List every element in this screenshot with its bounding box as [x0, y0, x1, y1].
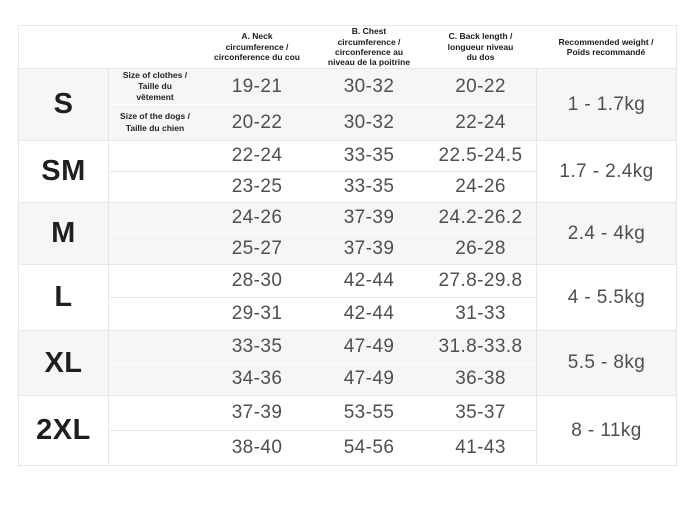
- dogs-subrow: 29-31 42-44 31-33: [109, 298, 536, 330]
- weight-range-value: 2.4 - 4kg: [536, 203, 676, 264]
- neck-range-value: 34-36: [231, 368, 283, 390]
- table-row-xl: XL 33-35 47-49 31.8-33.8 34-36 47-49 36-…: [19, 330, 676, 395]
- column-header-back-length: C. Back length / longueur niveau du dos: [447, 31, 514, 63]
- size-label: SM: [19, 141, 109, 202]
- back-length-value: 26-28: [455, 238, 506, 259]
- chest-range-value: 47-49: [343, 335, 395, 357]
- back-length-value: 22-24: [455, 111, 506, 133]
- dogs-subrow: 23-25 33-35 24-26: [109, 172, 536, 202]
- weight-range-value: 1 - 1.7kg: [536, 69, 676, 140]
- neck-range-value: 22-24: [231, 145, 283, 166]
- chest-range-value: 37-39: [343, 238, 395, 259]
- size-label: L: [19, 265, 109, 330]
- chest-range-value: 37-39: [343, 207, 395, 228]
- measurements-group: 33-35 47-49 31.8-33.8 34-36 47-49 36-38: [109, 331, 536, 395]
- size-label: XL: [19, 331, 109, 395]
- neck-range-value: 25-27: [231, 238, 283, 259]
- table-row-2xl: 2XL 37-39 53-55 35-37 38-40 54-56 41-43 …: [19, 395, 676, 465]
- back-length-value: 41-43: [455, 437, 506, 458]
- dogs-subrow: Size of the dogs / Taille du chien 20-22…: [109, 105, 536, 140]
- chest-range-value: 30-32: [343, 75, 395, 97]
- weight-range-value: 5.5 - 8kg: [536, 331, 676, 395]
- back-length-value: 24-26: [455, 176, 506, 197]
- neck-range-value: 38-40: [231, 437, 283, 458]
- measurements-group: 22-24 33-35 22.5-24.5 23-25 33-35 24-26: [109, 141, 536, 202]
- table-row-l: L 28-30 42-44 27.8-29.8 29-31 42-44 31-3…: [19, 264, 676, 330]
- sublabel-size-of-clothes: Size of clothes / Taille du vêtement: [122, 69, 188, 103]
- clothes-subrow: Size of clothes / Taille du vêtement 19-…: [109, 69, 536, 105]
- column-header-chest: B. Chest circumference / circonference a…: [327, 26, 411, 68]
- measurements-group: 24-26 37-39 24.2-26.2 25-27 37-39 26-28: [109, 203, 536, 264]
- neck-range-value: 24-26: [231, 207, 283, 228]
- size-label: M: [19, 203, 109, 264]
- chest-range-value: 42-44: [343, 303, 395, 324]
- chest-range-value: 42-44: [343, 270, 395, 291]
- neck-range-value: 28-30: [231, 270, 283, 291]
- clothes-subrow: 24-26 37-39 24.2-26.2: [109, 203, 536, 234]
- weight-range-value: 1.7 - 2.4kg: [536, 141, 676, 202]
- sublabel-size-of-dogs: Size of the dogs / Taille du chien: [120, 111, 190, 133]
- measurements-group: 37-39 53-55 35-37 38-40 54-56 41-43: [109, 396, 536, 465]
- dogs-subrow: 34-36 47-49 36-38: [109, 364, 536, 396]
- column-header-weight: Recommended weight / Poids recommandé: [558, 36, 654, 57]
- size-label: S: [19, 69, 109, 140]
- back-length-value: 31.8-33.8: [438, 335, 523, 357]
- back-length-value: 20-22: [455, 75, 506, 97]
- back-length-value: 22.5-24.5: [438, 145, 523, 166]
- back-length-value: 27.8-29.8: [438, 270, 523, 291]
- back-length-value: 31-33: [455, 303, 506, 324]
- clothes-subrow: 22-24 33-35 22.5-24.5: [109, 141, 536, 172]
- clothes-subrow: 28-30 42-44 27.8-29.8: [109, 265, 536, 298]
- dogs-subrow: 38-40 54-56 41-43: [109, 431, 536, 465]
- chest-range-value: 30-32: [343, 111, 395, 133]
- neck-range-value: 29-31: [231, 303, 283, 324]
- weight-range-value: 4 - 5.5kg: [536, 265, 676, 330]
- chest-range-value: 47-49: [343, 368, 395, 390]
- table-row-sm: SM 22-24 33-35 22.5-24.5 23-25 33-35 24-…: [19, 140, 676, 202]
- measurements-group: 28-30 42-44 27.8-29.8 29-31 42-44 31-33: [109, 265, 536, 330]
- chest-range-value: 54-56: [343, 437, 395, 458]
- table-header-row: A. Neck circumference / circonference du…: [19, 26, 676, 68]
- dog-size-chart-table: A. Neck circumference / circonference du…: [18, 25, 677, 466]
- back-length-value: 35-37: [455, 402, 506, 423]
- measurements-group: Size of clothes / Taille du vêtement 19-…: [109, 69, 536, 140]
- weight-range-value: 8 - 11kg: [536, 396, 676, 465]
- chest-range-value: 53-55: [343, 402, 395, 423]
- clothes-subrow: 37-39 53-55 35-37: [109, 396, 536, 431]
- neck-range-value: 23-25: [231, 176, 283, 197]
- neck-range-value: 33-35: [231, 335, 283, 357]
- back-length-value: 24.2-26.2: [438, 207, 523, 228]
- table-row-s: S Size of clothes / Taille du vêtement 1…: [19, 68, 676, 140]
- chest-range-value: 33-35: [343, 145, 395, 166]
- back-length-value: 36-38: [455, 368, 506, 390]
- neck-range-value: 19-21: [231, 75, 283, 97]
- dogs-subrow: 25-27 37-39 26-28: [109, 234, 536, 264]
- neck-range-value: 20-22: [231, 111, 283, 133]
- table-row-m: M 24-26 37-39 24.2-26.2 25-27 37-39 26-2…: [19, 202, 676, 264]
- neck-range-value: 37-39: [231, 402, 283, 423]
- size-label: 2XL: [19, 396, 109, 465]
- chest-range-value: 33-35: [343, 176, 395, 197]
- clothes-subrow: 33-35 47-49 31.8-33.8: [109, 331, 536, 364]
- column-header-neck: A. Neck circumference / circonference du…: [214, 31, 300, 63]
